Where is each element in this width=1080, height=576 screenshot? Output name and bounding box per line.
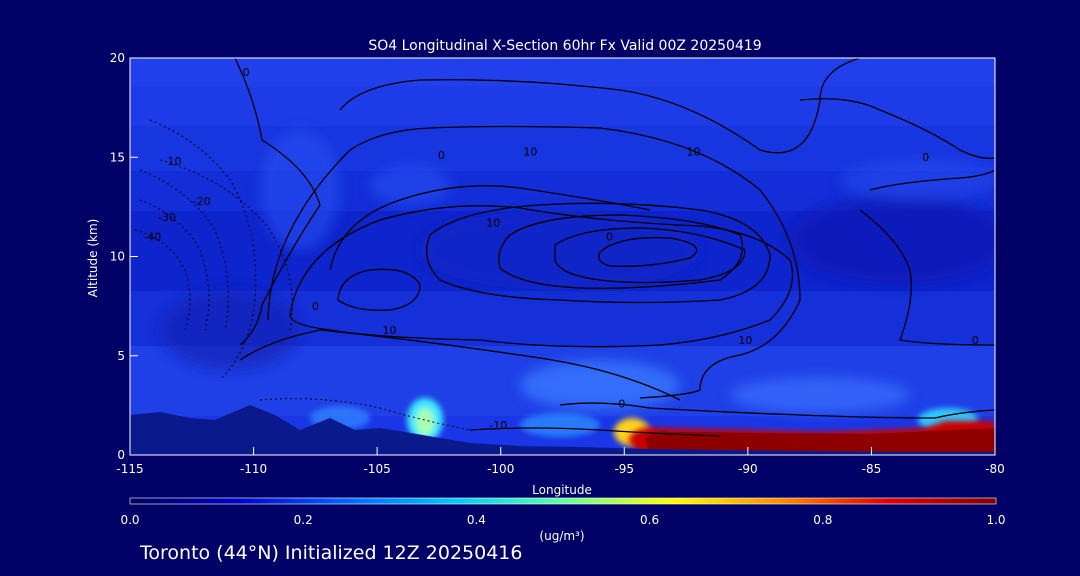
x-tick-label: -90 xyxy=(738,462,758,476)
contour-labels: 0 10 -20 -30 -40 0 0 10 10 10 0 0 10 10 0 0 -10 xyxy=(143,66,978,432)
colorbar-unit-label: (ug/m³) xyxy=(539,529,584,543)
contour-label: 10 xyxy=(738,334,752,347)
colorbar-gradient xyxy=(129,497,997,505)
contour-label: 0 xyxy=(312,300,319,313)
contour-label: -40 xyxy=(143,231,161,244)
colorbar-ticks: 0.0 0.2 0.4 0.6 0.8 1.0 xyxy=(120,513,1005,527)
footer-caption: Toronto (44°N) Initialized 12Z 20250416 xyxy=(140,542,523,564)
contour-label: 0 xyxy=(243,66,250,79)
colorbar-tick-label: 0.2 xyxy=(294,513,313,527)
y-tick-label: 5 xyxy=(117,349,125,363)
contour-label: 10 xyxy=(686,145,700,158)
colorbar-tick-label: 0.4 xyxy=(467,513,486,527)
x-tick-label: -95 xyxy=(614,462,634,476)
x-tick-label: -115 xyxy=(116,462,143,476)
y-tick-label: 10 xyxy=(110,250,125,264)
contour-label: -10 xyxy=(489,419,507,432)
colorbar-tick-label: 0.8 xyxy=(813,513,832,527)
y-tick-label: 15 xyxy=(110,150,125,164)
colorbar: 0.0 0.2 0.4 0.6 0.8 1.0 (ug/m³) xyxy=(120,497,1006,543)
chart-title: SO4 Longitudinal X-Section 60hr Fx Valid… xyxy=(368,38,761,54)
contour-label: 0 xyxy=(922,151,929,164)
x-tick-label: -80 xyxy=(985,462,1005,476)
plot-area xyxy=(130,58,995,455)
contour-label: 10 xyxy=(486,217,500,230)
contour-label: 0 xyxy=(438,149,445,162)
contour-label: -30 xyxy=(158,211,176,224)
y-tick-label: 0 xyxy=(117,448,125,462)
contour-label: -20 xyxy=(193,195,211,208)
x-axis: -115 -110 -105 -100 -95 -90 -85 -80 xyxy=(116,447,1005,476)
x-tick-label: -110 xyxy=(240,462,267,476)
contour-label: 10 xyxy=(167,155,181,168)
x-tick-label: -100 xyxy=(487,462,514,476)
x-axis-label: Longitude xyxy=(532,483,592,497)
contour-label: 0 xyxy=(972,334,979,347)
contour-label: 10 xyxy=(383,324,397,337)
x-tick-label: -85 xyxy=(862,462,882,476)
contour-label: 0 xyxy=(606,231,613,244)
contour-label: 0 xyxy=(618,397,625,410)
colorbar-tick-label: 0.6 xyxy=(640,513,659,527)
terrain-silhouette xyxy=(130,405,995,455)
contour-label: 10 xyxy=(523,145,537,158)
colorbar-tick-label: 1.0 xyxy=(986,513,1005,527)
y-axis-label: Altitude (km) xyxy=(86,219,100,298)
y-tick-label: 20 xyxy=(110,51,125,65)
y-axis: 0 5 10 15 20 xyxy=(110,51,138,462)
x-tick-label: -105 xyxy=(364,462,391,476)
colorbar-tick-label: 0.0 xyxy=(120,513,139,527)
